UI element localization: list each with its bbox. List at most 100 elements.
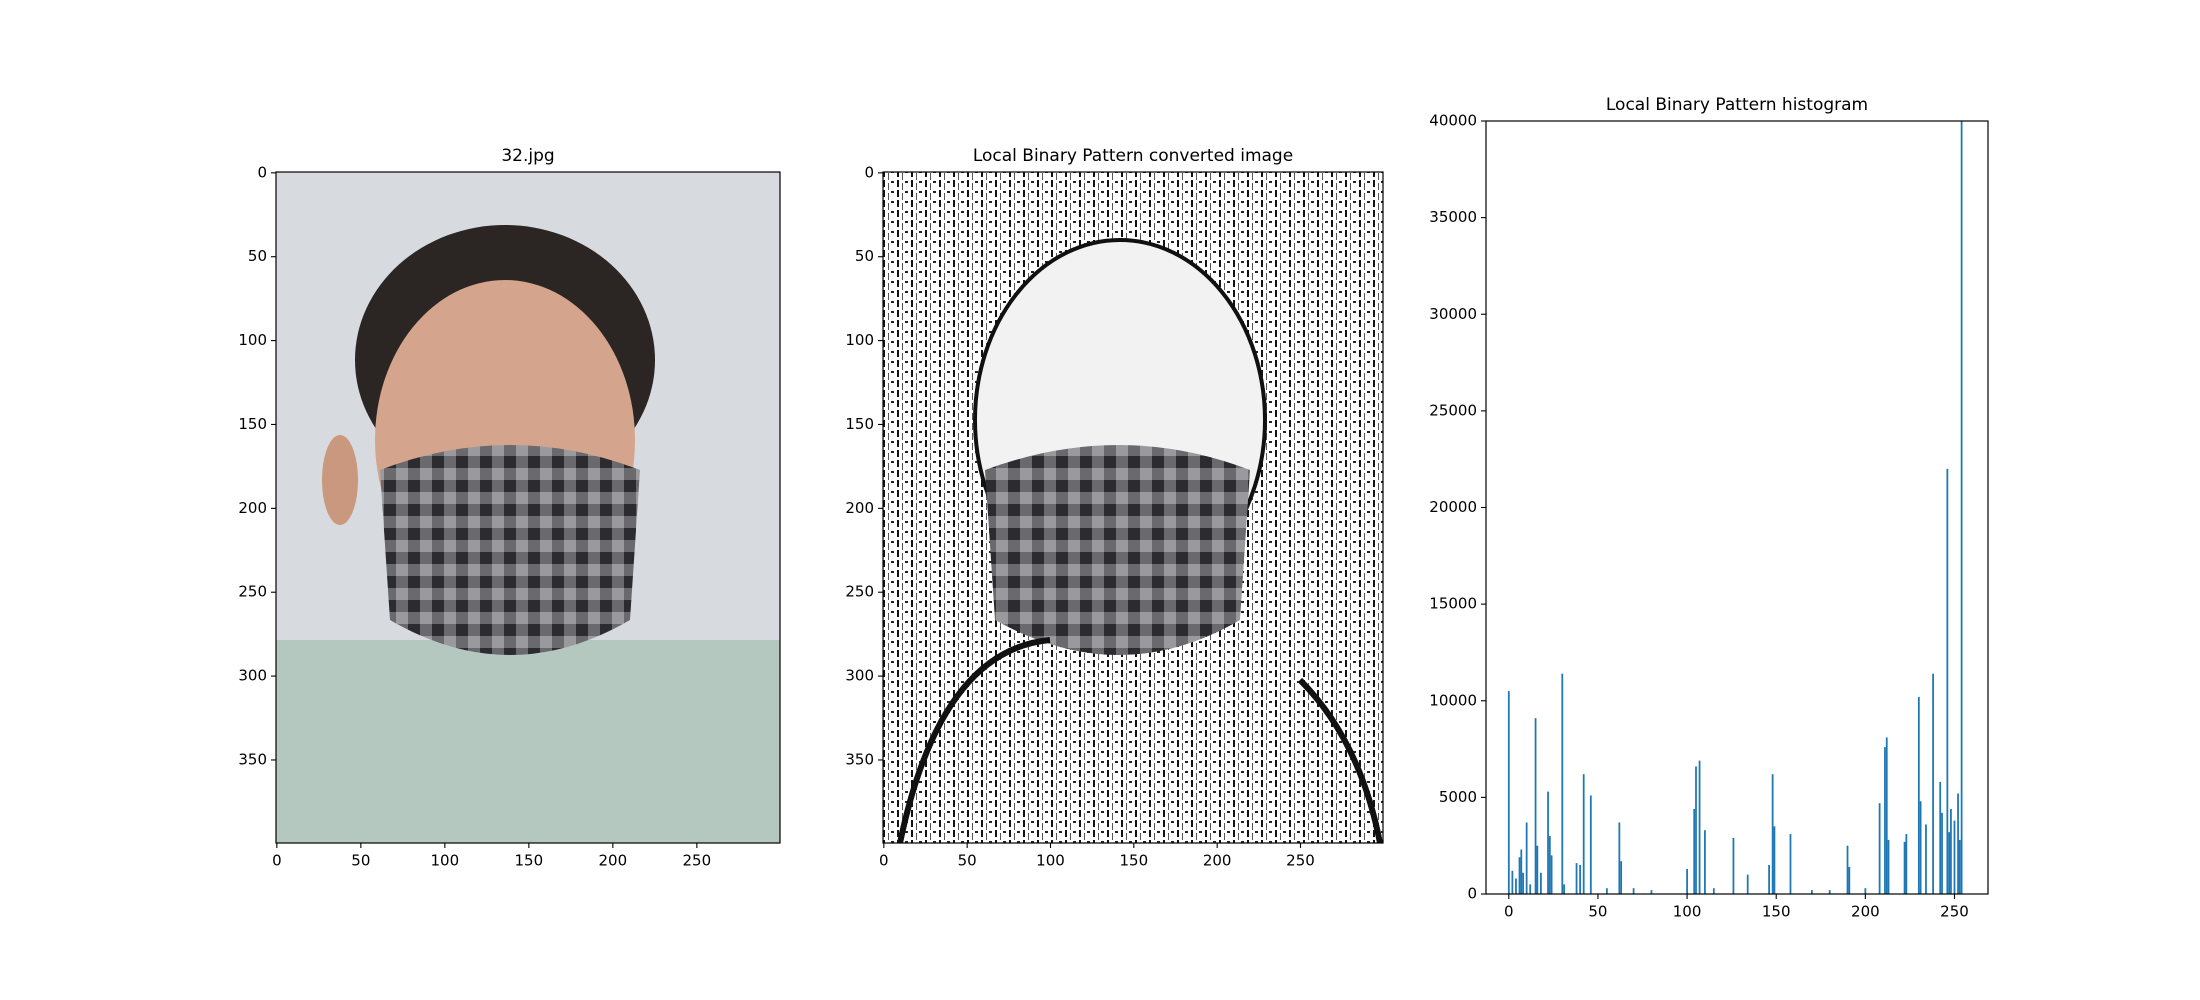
y-tick-label: 150 [845,415,874,433]
bar [1946,468,1949,894]
x-tick-label: 250 [1940,903,1969,921]
bar [1939,781,1942,894]
bar [1693,808,1696,894]
bar [1884,747,1886,894]
bar [1953,820,1956,894]
axes-frame [275,171,781,844]
bar [1525,822,1528,894]
x-tick-label: 200 [599,852,628,870]
y-tick-label: 100 [845,331,874,349]
bar [1605,888,1608,894]
x-tick-label: 150 [1120,852,1149,870]
y-tick-label: 0 [1467,885,1477,903]
x-tick-label: 250 [1286,852,1315,870]
bar [1563,884,1565,894]
bar [1507,691,1510,894]
y-tick-label: 40000 [1429,112,1477,130]
y-tick-label: 350 [845,750,874,768]
bar [1529,884,1532,894]
bar [1960,121,1963,894]
bar [1903,841,1906,894]
y-tick-label: 0 [864,163,874,181]
bar [1768,865,1770,894]
bar [1511,870,1514,894]
bar [1885,737,1888,894]
bar [1620,861,1623,894]
y-tick-label: 20000 [1429,498,1477,516]
bar [1732,837,1735,894]
bar [1905,834,1908,894]
y-tick-label: 5000 [1439,788,1477,806]
bar [1932,673,1934,894]
x-tick-label: 50 [958,852,977,870]
bar [1878,803,1881,894]
bar [1548,836,1551,894]
y-tick-label: 0 [257,163,267,181]
x-tick-label: 100 [431,852,460,870]
y-tick-label: 300 [238,667,267,685]
y-tick-label: 250 [238,583,267,601]
bar [1810,890,1813,894]
y-tick-label: 50 [855,247,874,265]
y-tick-label: 35000 [1429,208,1477,226]
bar [1704,830,1706,894]
bar [1925,824,1927,894]
bar [1957,793,1959,894]
photo [276,172,780,843]
bar [1632,888,1635,894]
y-tick-label: 150 [238,415,267,433]
bar [1828,890,1831,894]
bar [1582,774,1585,894]
x-tick-label: 200 [1203,852,1232,870]
bar [1515,878,1517,894]
y-tick-label: 200 [845,499,874,517]
x-tick-label: 50 [351,852,370,870]
bar [1771,774,1774,894]
bar [1789,834,1792,894]
x-tick-label: 0 [1504,903,1514,921]
x-tick-label: 250 [683,852,712,870]
bar [1547,791,1549,894]
bar [1561,673,1564,894]
y-tick-label: 250 [845,583,874,601]
bar [1958,839,1961,894]
bar [1540,872,1542,894]
bar [1773,826,1776,894]
y-tick-label: 25000 [1429,401,1477,419]
bar [1522,872,1524,894]
bar [1746,874,1749,894]
bar [1919,801,1922,894]
y-tick-label: 30000 [1429,305,1477,323]
bar [1618,822,1621,894]
y-tick-label: 300 [845,667,874,685]
y-tick-label: 50 [248,247,267,265]
axes-title: 32.jpg [501,146,554,166]
bar [1712,888,1715,894]
x-tick-label: 100 [1673,903,1702,921]
axes-title: Local Binary Pattern converted image [973,146,1293,166]
bar [1887,839,1890,894]
bar [1698,760,1701,894]
x-tick-label: 0 [272,852,282,870]
bar [1520,849,1523,894]
bar [1941,812,1943,894]
x-tick-label: 200 [1851,903,1880,921]
x-tick-label: 150 [1762,903,1791,921]
y-tick-label: 100 [238,331,267,349]
axes-frame [1485,120,1989,895]
bar [1864,888,1867,894]
bar [1917,696,1920,894]
x-tick-label: 50 [1588,903,1607,921]
bar [1575,863,1578,894]
bar [1650,890,1653,894]
bar [1846,845,1849,894]
bar [1695,766,1697,894]
x-tick-label: 100 [1036,852,1065,870]
x-tick-label: 0 [879,852,889,870]
bar [1550,855,1553,894]
bar [1848,866,1851,894]
bar [1686,868,1688,894]
bar [1534,718,1537,894]
y-tick-label: 350 [238,750,267,768]
